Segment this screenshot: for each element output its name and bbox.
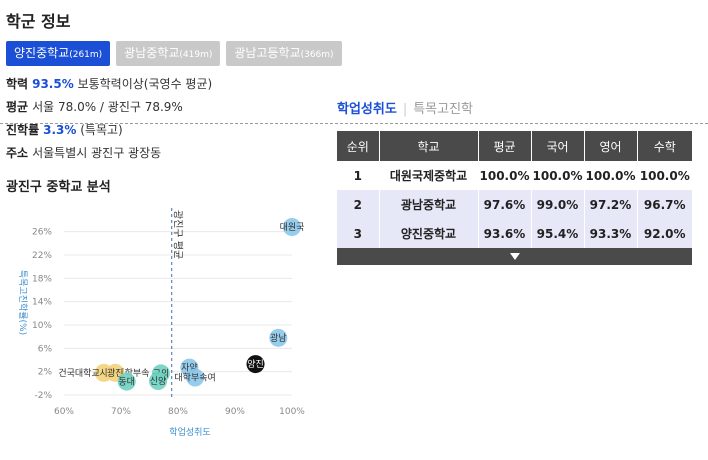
- column-header: 평균: [478, 131, 532, 161]
- data-point: [117, 372, 136, 391]
- table-cell: 2: [337, 190, 380, 219]
- y-tick-label: 6%: [38, 344, 53, 354]
- column-header: 순위: [337, 131, 380, 161]
- info-advance-value: 3.3%: [43, 123, 77, 137]
- table-cell: 대원국제중학교: [379, 161, 479, 190]
- table-cell: 97.6%: [478, 190, 532, 219]
- y-tick-label: 2%: [38, 368, 53, 378]
- y-axis-label: 특목고진학률(%): [17, 270, 28, 335]
- table-cell: 100.0%: [637, 161, 692, 190]
- data-point: [186, 368, 205, 387]
- ranking-table: 순위 학교 평균 국어 영어 수학 1 대원국제중학교 100.0% 100.0…: [337, 131, 692, 265]
- x-tick-label: 100%: [279, 407, 305, 417]
- table-cell: 100.0%: [478, 161, 532, 190]
- data-point-label: 동대: [118, 377, 135, 388]
- table-row[interactable]: 1 대원국제중학교 100.0% 100.0% 100.0% 100.0%: [337, 161, 692, 190]
- table-row[interactable]: 3 양진중학교 93.6% 95.4% 93.3% 92.0%: [337, 219, 692, 248]
- y-tick-label: 10%: [32, 321, 52, 331]
- tab-school-2[interactable]: 광남고등학교(366m): [226, 41, 342, 66]
- data-point-label: 자양: [181, 363, 198, 374]
- subtab-achievement[interactable]: 학업성취도: [337, 102, 397, 117]
- subtab-special-hs[interactable]: 특목고진학: [413, 102, 474, 117]
- info-advance: 진학률 3.3% (특목고): [6, 121, 123, 138]
- page-title: 학군 정보: [6, 12, 71, 31]
- data-point-label: 건국대학교사범대학부속: [58, 368, 149, 379]
- info-label: 평균: [6, 100, 29, 114]
- subtab-separator: |: [402, 102, 408, 117]
- tab-school-name: 광남중학교: [124, 46, 180, 60]
- info-average-value: 서울 78.0% / 광진구 78.9%: [32, 100, 183, 114]
- table-cell: 1: [337, 161, 380, 190]
- info-advance-desc: (특목고): [80, 123, 123, 137]
- data-point: [246, 355, 265, 374]
- info-academic: 학력 93.5% 보통학력이상(국영수 평균): [6, 75, 212, 92]
- data-point: [149, 372, 168, 390]
- data-point: [283, 218, 301, 236]
- y-tick-label: 26%: [32, 228, 52, 238]
- x-tick-label: 60%: [54, 407, 74, 417]
- table-cell: 양진중학교: [379, 219, 479, 248]
- data-point-label: 광남: [270, 332, 287, 344]
- caret-down-icon: [509, 253, 520, 260]
- column-header: 학교: [379, 131, 479, 161]
- table-cell: 99.0%: [531, 190, 585, 219]
- x-tick-label: 70%: [111, 407, 131, 417]
- y-tick-label: -2%: [34, 391, 52, 401]
- table-cell: 97.2%: [584, 190, 638, 219]
- x-axis-label: 학업성취도: [169, 427, 210, 438]
- reference-line-label: 광진구 평균: [172, 210, 184, 259]
- tab-school-distance: (419m): [179, 50, 213, 60]
- table-row[interactable]: 2 광남중학교 97.6% 99.0% 97.2% 96.7%: [337, 190, 692, 219]
- tab-school-name: 양진중학교: [14, 46, 70, 60]
- info-label: 학력: [6, 77, 29, 91]
- subtabs: 학업성취도 | 특목고진학: [337, 98, 473, 117]
- table-cell: 96.7%: [637, 190, 692, 219]
- column-header: 수학: [637, 131, 692, 161]
- data-point-label: 대학부속여: [174, 372, 215, 384]
- tab-school-distance: (366m): [300, 50, 334, 60]
- table-cell: 광남중학교: [379, 190, 479, 219]
- info-address-value: 서울특별시 광진구 광장동: [32, 146, 162, 160]
- tab-school-distance: (261m): [69, 50, 103, 60]
- x-tick-label: 90%: [225, 407, 245, 417]
- x-tick-label: 80%: [168, 407, 188, 417]
- data-point: [269, 328, 288, 347]
- y-tick-label: 14%: [32, 298, 52, 308]
- info-label: 진학률: [6, 123, 40, 137]
- data-point-label: 광진: [107, 367, 124, 379]
- info-academic-desc: 보통학력이상(국영수 평균): [77, 77, 213, 91]
- data-point-label: 대원국: [280, 222, 305, 233]
- column-header: 국어: [531, 131, 585, 161]
- data-point-label: 양진: [247, 359, 264, 370]
- table-cell: 92.0%: [637, 219, 692, 248]
- scatter-chart: -2% 2% 6% 10% 14% 18% 22% 26% 60% 70% 80% 90% 100% 학업…: [17, 208, 305, 438]
- table-cell: 93.3%: [584, 219, 638, 248]
- column-header: 영어: [584, 131, 638, 161]
- table-cell: 95.4%: [531, 219, 585, 248]
- table-cell: 100.0%: [531, 161, 585, 190]
- table-cell: 100.0%: [584, 161, 638, 190]
- section-divider: [0, 123, 708, 124]
- info-label: 주소: [6, 146, 29, 160]
- data-point-label: 신양: [150, 376, 167, 387]
- table-cell: 3: [337, 219, 380, 248]
- y-tick-label: 18%: [32, 274, 52, 284]
- y-tick-label: 22%: [32, 251, 52, 261]
- tab-school-name: 광남고등학교: [234, 46, 301, 60]
- info-academic-value: 93.5%: [32, 77, 74, 91]
- expand-table-button[interactable]: [337, 248, 692, 265]
- school-tabs: 양진중학교(261m) 광남중학교(419m) 광남고등학교(366m): [6, 41, 342, 66]
- table-header-row: 순위 학교 평균 국어 영어 수학: [337, 131, 692, 161]
- info-address: 주소 서울특별시 광진구 광장동: [6, 144, 161, 161]
- table-cell: 93.6%: [478, 219, 532, 248]
- tab-school-0[interactable]: 양진중학교(261m): [6, 41, 111, 66]
- info-average: 평균 서울 78.0% / 광진구 78.9%: [6, 98, 183, 115]
- chart-title: 광진구 중학교 분석: [6, 180, 111, 195]
- tab-school-1[interactable]: 광남중학교(419m): [116, 41, 221, 66]
